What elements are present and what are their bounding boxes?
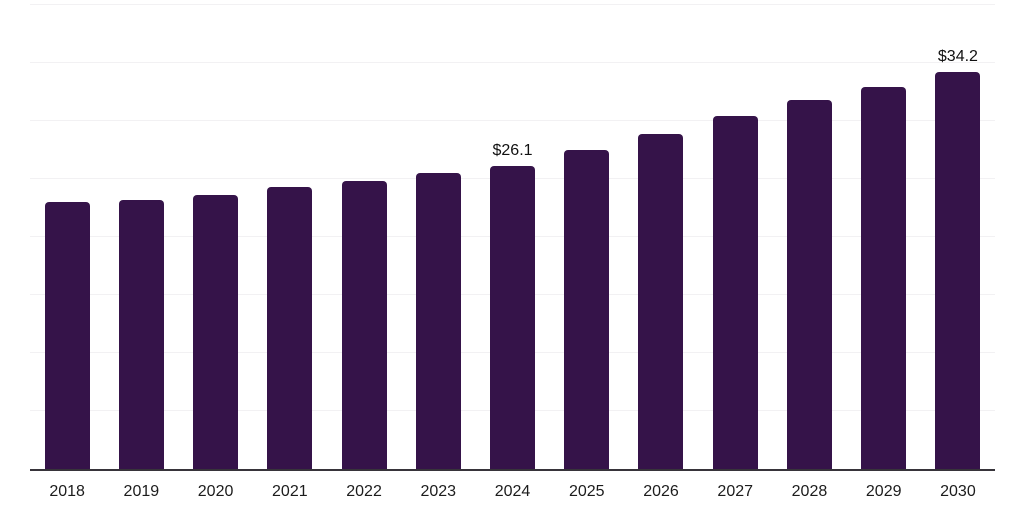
gridline-30: [30, 120, 995, 121]
bar-2030: $34.2: [935, 49, 981, 469]
bar-column-2021: [253, 5, 327, 469]
x-tick-2023: 2023: [420, 483, 457, 500]
bar-2029: [861, 87, 907, 469]
bar-column-2027: [698, 5, 772, 469]
x-tick-2020: 2020: [197, 483, 234, 500]
x-tick-2025: 2025: [568, 483, 605, 500]
bar-2020: [193, 195, 239, 469]
bar-column-2023: [401, 5, 475, 469]
x-tick-2026: 2026: [643, 483, 679, 500]
x-tick-2019: 2019: [123, 483, 160, 500]
bar-2027: [712, 116, 758, 469]
x-tick-2028: 2028: [791, 483, 828, 500]
bar-column-2030: $34.2: [921, 5, 995, 469]
gridline-40: [30, 4, 995, 5]
x-tick-2024: 2024: [494, 483, 531, 500]
x-axis-labels: 2018 2019 2020 2021 2022 2023 2024 2025 2026 2027…: [30, 482, 995, 502]
bar-column-2028: [772, 5, 846, 469]
bar-column-2029: [847, 5, 921, 469]
bar-value-label-2024: $26.1: [492, 142, 533, 160]
bar-column-2022: [327, 5, 401, 469]
x-tick-2029: 2029: [865, 483, 902, 500]
bar-column-2024: $26.1: [475, 5, 549, 469]
bar-2023: [415, 173, 461, 469]
x-tick-2030: 2030: [940, 483, 976, 500]
bar-column-2026: [624, 5, 698, 469]
bar-2026: [638, 133, 684, 469]
gridline-35: [30, 62, 995, 63]
bar-column-2025: [550, 5, 624, 469]
x-tick-2018: 2018: [49, 483, 85, 500]
x-tick-2022: 2022: [346, 483, 382, 500]
bar-2022: [341, 181, 387, 469]
x-tick-2027: 2027: [717, 483, 754, 500]
x-axis-line: [30, 469, 995, 471]
bar-column-2020: [178, 5, 252, 469]
bar-2018: [44, 202, 90, 469]
bars: $26.1 $34.2: [30, 5, 995, 469]
bar-2019: [118, 199, 164, 469]
bar-2025: [564, 150, 610, 469]
x-tick-2021: 2021: [272, 483, 308, 500]
plot-area: $26.1 $34.2: [30, 4, 995, 471]
bar-2021: [267, 187, 313, 469]
bar-column-2018: [30, 5, 104, 469]
bar-2028: [786, 100, 832, 469]
bar-value-label-2030: $34.2: [937, 48, 978, 66]
bar-column-2019: [104, 5, 178, 469]
bar-2024: $26.1: [490, 143, 536, 469]
